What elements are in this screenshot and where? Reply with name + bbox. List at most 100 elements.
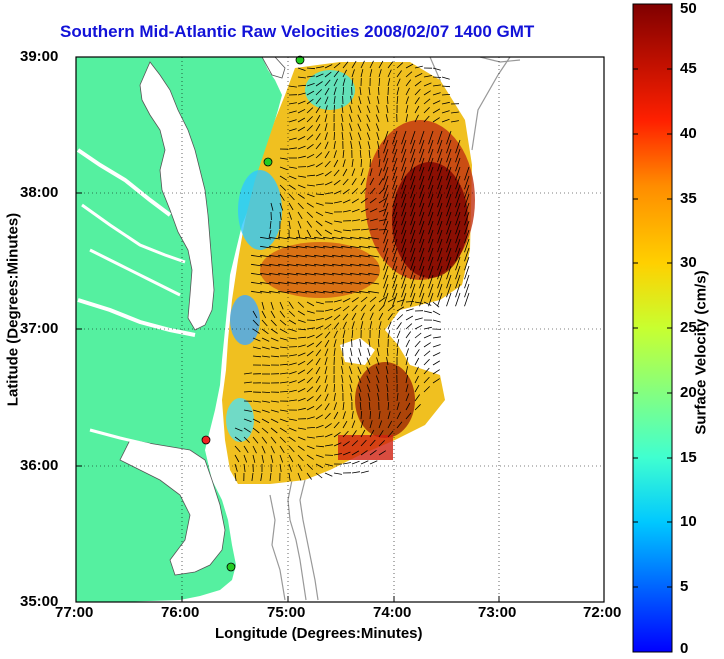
- velocity-arrow: [366, 132, 371, 141]
- velocity-arrow: [296, 236, 308, 240]
- velocity-arrow: [419, 238, 425, 253]
- velocity-arrow: [378, 312, 384, 321]
- x-tick-label: 73:00: [478, 604, 517, 621]
- velocity-arrow: [414, 317, 423, 321]
- velocity-arrow: [341, 105, 344, 114]
- velocity-arrow: [260, 272, 272, 276]
- velocity-arrow: [410, 139, 416, 154]
- velocity-arrow: [423, 342, 431, 348]
- velocity-arrow: [401, 229, 407, 244]
- velocity-arrow: [279, 211, 282, 220]
- velocity-arrow: [464, 220, 470, 235]
- velocity-arrow: [455, 175, 461, 190]
- velocity-arrow: [341, 263, 353, 267]
- velocity-arrow: [369, 460, 378, 465]
- velocity-arrow: [401, 157, 407, 172]
- velocity-arrow: [378, 321, 382, 330]
- velocity-arrow: [287, 263, 299, 267]
- velocity-arrow: [350, 236, 362, 240]
- velocity-arrow: [261, 436, 268, 444]
- velocity-arrow: [305, 272, 317, 276]
- velocity-arrow: [419, 193, 425, 208]
- velocity-arrow: [455, 193, 461, 208]
- velocity-arrow: [297, 454, 304, 462]
- velocity-arrow: [306, 174, 316, 177]
- velocity-arrow: [437, 220, 443, 235]
- velocity-arrow: [306, 396, 314, 402]
- velocity-arrow: [369, 208, 378, 213]
- velocity-arrow: [288, 399, 297, 402]
- velocity-arrow: [306, 463, 313, 470]
- velocity-arrow: [296, 254, 308, 258]
- velocity-arrow: [378, 450, 387, 456]
- velocity-arrow: [306, 342, 315, 348]
- velocity-arrow: [405, 96, 409, 105]
- velocity-arrow: [315, 220, 323, 227]
- velocity-arrow: [341, 114, 344, 123]
- velocity-arrow: [243, 381, 252, 384]
- velocity-arrow: [401, 166, 407, 181]
- velocity-arrow: [288, 380, 297, 384]
- velocity-arrow: [419, 274, 425, 289]
- velocity-arrow: [297, 436, 306, 441]
- velocity-arrow: [333, 453, 342, 456]
- velocity-arrow: [324, 444, 333, 447]
- velocity-arrow: [368, 236, 380, 240]
- velocity-arrow: [306, 368, 313, 375]
- velocity-arrow: [315, 301, 324, 305]
- velocity-arrow: [288, 362, 297, 366]
- velocity-arrow: [441, 76, 450, 80]
- velocity-arrow: [260, 290, 272, 294]
- velocity-arrow: [306, 134, 314, 141]
- velocity-arrow: [269, 263, 281, 267]
- velocity-arrow: [369, 429, 375, 438]
- colorbar-label: Surface Velocity (cm/s): [692, 270, 710, 435]
- velocity-arrow: [324, 348, 329, 357]
- velocity-arrow: [278, 263, 290, 267]
- velocity-arrow: [437, 274, 443, 289]
- river-james: [77, 298, 196, 337]
- velocity-arrow: [333, 78, 338, 87]
- velocity-arrow: [315, 366, 321, 375]
- velocity-arrow: [410, 175, 416, 190]
- velocity-arrow: [369, 304, 376, 312]
- velocity-arrow: [366, 375, 371, 384]
- velocity-arrow: [323, 245, 335, 249]
- velocity-arrow: [446, 184, 452, 199]
- velocity-arrow: [367, 393, 371, 402]
- velocity-arrow: [368, 401, 371, 411]
- velocity-arrow: [324, 64, 333, 69]
- velocity-arrow: [297, 427, 306, 430]
- velocity-arrow: [333, 201, 342, 204]
- velocity-arrow: [296, 272, 308, 276]
- velocity-arrow: [375, 366, 380, 375]
- velocity-arrow: [287, 254, 299, 258]
- velocity-arrow: [369, 410, 371, 420]
- velocity-arrow: [270, 409, 279, 413]
- velocity-arrow: [288, 371, 297, 375]
- y-tick-label: 35:00: [20, 593, 59, 610]
- velocity-arrow: [351, 304, 358, 312]
- velocity-arrow: [432, 319, 441, 323]
- velocity-arrow: [278, 290, 290, 294]
- velocity-arrow: [252, 454, 256, 463]
- velocity-arrow: [324, 384, 328, 393]
- velocity-arrow: [378, 420, 383, 429]
- velocity-arrow: [360, 460, 369, 465]
- velocity-arrow: [383, 157, 389, 172]
- velocity-arrow: [410, 130, 416, 145]
- velocity-arrow: [455, 166, 461, 181]
- velocity-arrow: [369, 69, 373, 78]
- velocity-arrow: [386, 357, 389, 366]
- velocity-arrow: [288, 463, 292, 472]
- velocity-arrow: [297, 202, 304, 210]
- velocity-arrow: [342, 430, 349, 438]
- velocity-arrow: [392, 220, 398, 235]
- velocity-arrow: [385, 375, 389, 384]
- velocity-arrow: [464, 202, 470, 217]
- velocity-arrow: [423, 90, 431, 96]
- y-tick-label: 39:00: [20, 48, 59, 65]
- velocity-arrow: [261, 454, 264, 463]
- station-marker: [295, 55, 305, 65]
- velocity-arrow: [455, 292, 461, 307]
